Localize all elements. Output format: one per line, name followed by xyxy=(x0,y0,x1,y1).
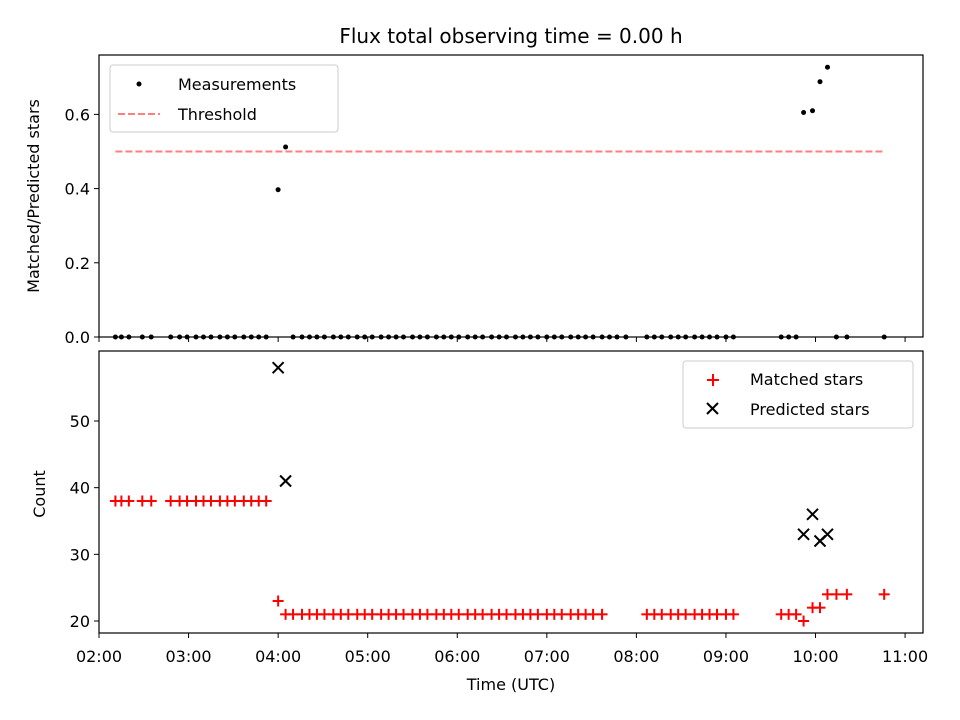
plot-title: Flux total observing time = 0.00 h xyxy=(339,24,682,48)
measurement-point xyxy=(810,108,815,114)
count-y-axis-label: Count xyxy=(30,470,49,518)
matched-star-marker xyxy=(790,608,802,620)
x-tick-label: 05:00 xyxy=(345,647,391,666)
y-tick-label: 0.0 xyxy=(65,328,90,347)
legend-predicted-marker xyxy=(706,402,719,415)
ratio-legend: Measurements Threshold xyxy=(109,64,339,133)
x-tick-label: 09:00 xyxy=(703,647,749,666)
y-tick-label: 50 xyxy=(70,412,90,431)
matched-star-marker xyxy=(878,588,890,600)
y-tick-label: 0.6 xyxy=(65,105,90,124)
legend-threshold-label: Threshold xyxy=(177,105,257,124)
y-tick-label: 20 xyxy=(70,612,90,631)
count-legend: Matched stars Predicted stars xyxy=(682,360,914,429)
count-legend-box xyxy=(682,360,914,429)
y-tick-label: 0.2 xyxy=(65,254,90,273)
x-tick-label: 03:00 xyxy=(166,647,212,666)
count-y-axis: 20 30 40 50 xyxy=(70,412,99,631)
measurement-points-layer xyxy=(112,64,887,340)
ratio-panel: Flux total observing time = 0.00 h 0.00.… xyxy=(24,24,924,347)
ratio-y-axis: 0.0 0.2 0.4 0.6 xyxy=(65,105,99,347)
matched-star-marker xyxy=(260,495,272,507)
x-tick-label: 08:00 xyxy=(613,647,659,666)
ratio-legend-box xyxy=(109,64,339,133)
matched-star-marker xyxy=(272,595,284,607)
ratio-x-axis-ticks xyxy=(98,337,906,342)
matched-star-marker xyxy=(727,608,739,620)
measurement-point xyxy=(283,144,289,150)
matched-star-marker xyxy=(830,588,842,600)
x-tick-label: 07:00 xyxy=(524,647,570,666)
matched-star-marker xyxy=(123,495,135,507)
measurement-point xyxy=(801,110,807,115)
legend-measurements-label: Measurements xyxy=(178,75,296,94)
predicted-star-marker xyxy=(797,528,810,541)
count-points-layer xyxy=(109,361,890,627)
x-tick-label: 10:00 xyxy=(792,647,838,666)
predicted-star-marker xyxy=(271,361,285,374)
legend-measurements-marker xyxy=(136,81,142,87)
x-tick-label: 04:00 xyxy=(255,647,301,666)
x-tick-label: 02:00 xyxy=(76,647,122,666)
predicted-star-marker xyxy=(279,474,292,488)
legend-predicted-label: Predicted stars xyxy=(750,400,870,419)
legend-matched-marker xyxy=(707,374,719,386)
y-tick-label: 40 xyxy=(70,479,90,498)
predicted-star-marker xyxy=(821,528,834,541)
matched-star-marker xyxy=(596,608,608,620)
x-tick-label: 06:00 xyxy=(434,647,480,666)
matched-star-marker xyxy=(814,602,826,614)
count-x-axis: 02:00 03:00 04:00 05:00 06:00 07:00 08:00 09:00… xyxy=(76,633,928,666)
measurement-point xyxy=(825,64,830,70)
x-axis-label: Time (UTC) xyxy=(466,675,555,694)
matched-star-marker xyxy=(145,495,157,507)
measurement-point xyxy=(817,79,823,85)
ratio-plot-frame xyxy=(98,54,924,338)
ratio-y-axis-label: Matched/Predicted stars xyxy=(24,99,43,293)
predicted-star-marker xyxy=(806,508,819,521)
matched-star-marker xyxy=(841,588,853,600)
legend-matched-label: Matched stars xyxy=(750,370,863,389)
matched-star-marker xyxy=(798,615,810,627)
count-plot-frame xyxy=(98,350,924,634)
x-tick-label: 11:00 xyxy=(882,647,928,666)
y-tick-label: 30 xyxy=(70,545,90,564)
y-tick-label: 0.4 xyxy=(65,180,90,199)
measurement-point xyxy=(275,187,281,193)
